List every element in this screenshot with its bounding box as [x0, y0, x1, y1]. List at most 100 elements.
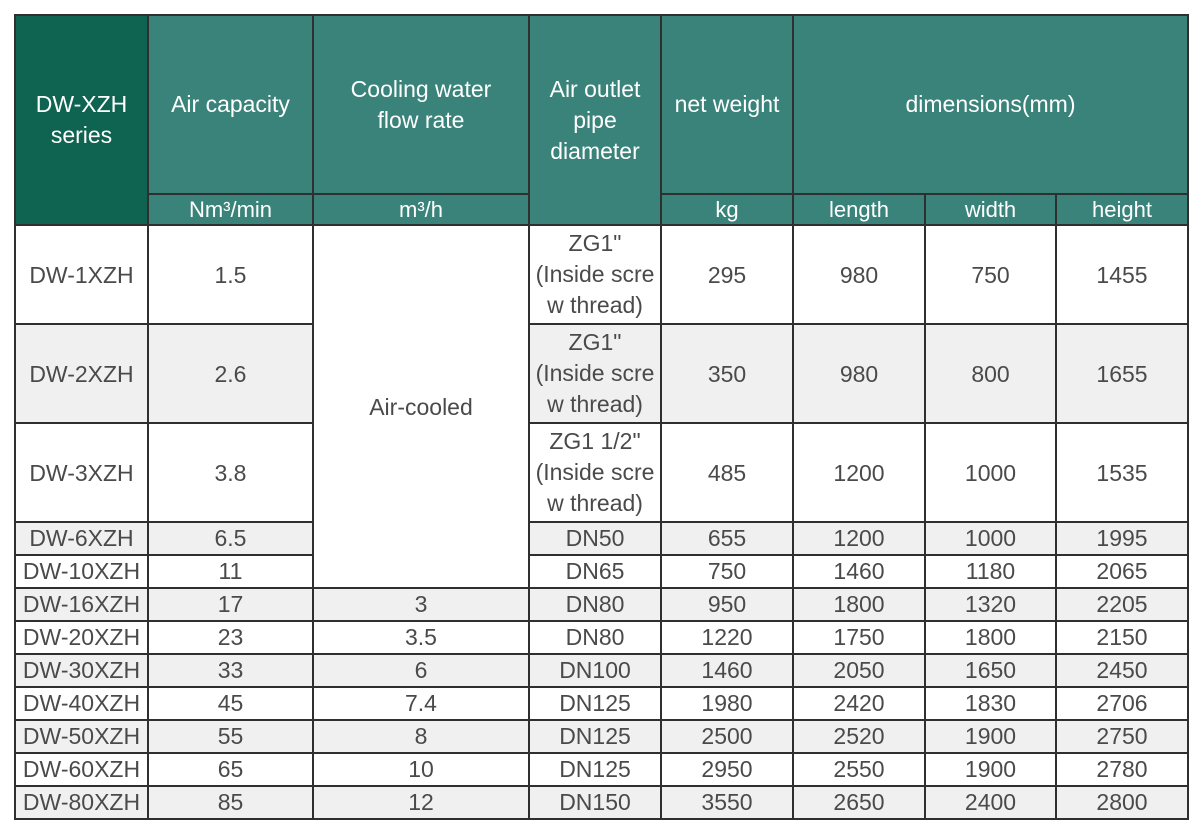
cell-weight: 3550: [660, 785, 794, 820]
cell-height: 2706: [1055, 686, 1189, 721]
cell-width: 1000: [924, 521, 1057, 556]
cell-weight: 2500: [660, 719, 794, 754]
cell-height: 1455: [1055, 224, 1189, 325]
cell-length: 2550: [792, 752, 926, 787]
table-row: DW-80XZH 85 12 DN150 3550 2650 2400 2800: [14, 785, 1189, 820]
cell-pipe: DN80: [528, 620, 662, 655]
cell-length: 980: [792, 323, 926, 424]
table-row: DW-6XZH 6.5 DN50 655 1200 1000 1995: [14, 521, 1189, 556]
cell-weight: 950: [660, 587, 794, 622]
header-air-capacity: Air capacity: [147, 14, 314, 195]
header-net-weight: net weight: [660, 14, 794, 195]
cell-length: 1460: [792, 554, 926, 589]
table-row: DW-40XZH 45 7.4 DN125 1980 2420 1830 270…: [14, 686, 1189, 721]
cell-cooling: 3: [312, 587, 530, 622]
cell-height: 1655: [1055, 323, 1189, 424]
cell-weight: 655: [660, 521, 794, 556]
cell-pipe: ZG1" (Inside scre w thread): [528, 224, 662, 325]
cell-model: DW-6XZH: [14, 521, 149, 556]
cell-width: 1900: [924, 719, 1057, 754]
header-net-weight-label: net weight: [674, 91, 780, 117]
cell-width: 800: [924, 323, 1057, 424]
cell-pipe: DN65: [528, 554, 662, 589]
cell-width: 1320: [924, 587, 1057, 622]
cell-capacity: 6.5: [147, 521, 314, 556]
cell-height: 2205: [1055, 587, 1189, 622]
cell-weight: 1220: [660, 620, 794, 655]
cell-height: 1535: [1055, 422, 1189, 523]
cell-pipe: DN125: [528, 752, 662, 787]
cell-length: 2050: [792, 653, 926, 688]
cell-length: 2420: [792, 686, 926, 721]
cell-height: 1995: [1055, 521, 1189, 556]
cell-cooling: 3.5: [312, 620, 530, 655]
cell-model: DW-30XZH: [14, 653, 149, 688]
table-row: DW-60XZH 65 10 DN125 2950 2550 1900 2780: [14, 752, 1189, 787]
cell-height: 2800: [1055, 785, 1189, 820]
cell-width: 750: [924, 224, 1057, 325]
cell-length: 2520: [792, 719, 926, 754]
cell-cooling: 7.4: [312, 686, 530, 721]
cell-width: 2400: [924, 785, 1057, 820]
spec-table-container: DW-XZH series Air capacity Cooling water…: [14, 14, 1189, 820]
unit-width: width: [924, 193, 1057, 226]
cell-length: 1800: [792, 587, 926, 622]
header-air-capacity-label: Air capacity: [171, 91, 290, 117]
cell-capacity: 33: [147, 653, 314, 688]
cell-capacity: 1.5: [147, 224, 314, 325]
cell-length: 1750: [792, 620, 926, 655]
table-row: DW-20XZH 23 3.5 DN80 1220 1750 1800 2150: [14, 620, 1189, 655]
cell-capacity: 45: [147, 686, 314, 721]
cell-pipe: DN125: [528, 686, 662, 721]
cell-width: 1000: [924, 422, 1057, 523]
cell-capacity: 17: [147, 587, 314, 622]
unit-cooling-water: m³/h: [312, 193, 530, 226]
cell-capacity: 11: [147, 554, 314, 589]
cell-air-cooled: Air-cooled: [312, 224, 530, 589]
table-row: DW-10XZH 11 DN65 750 1460 1180 2065: [14, 554, 1189, 589]
unit-height: height: [1055, 193, 1189, 226]
cell-length: 1200: [792, 521, 926, 556]
cell-cooling: 8: [312, 719, 530, 754]
cell-width: 1650: [924, 653, 1057, 688]
cell-capacity: 55: [147, 719, 314, 754]
cell-model: DW-40XZH: [14, 686, 149, 721]
cell-pipe: DN125: [528, 719, 662, 754]
cell-weight: 1980: [660, 686, 794, 721]
cell-width: 1830: [924, 686, 1057, 721]
table-row: DW-3XZH 3.8 ZG1 1/2" (Inside scre w thre…: [14, 422, 1189, 523]
table-row: DW-16XZH 17 3 DN80 950 1800 1320 2205: [14, 587, 1189, 622]
cell-model: DW-20XZH: [14, 620, 149, 655]
cell-length: 980: [792, 224, 926, 325]
cell-width: 1180: [924, 554, 1057, 589]
cell-cooling: 12: [312, 785, 530, 820]
cell-pipe: DN100: [528, 653, 662, 688]
cell-width: 1900: [924, 752, 1057, 787]
cell-weight: 2950: [660, 752, 794, 787]
cell-capacity: 65: [147, 752, 314, 787]
cell-height: 2150: [1055, 620, 1189, 655]
cell-weight: 295: [660, 224, 794, 325]
cell-height: 2065: [1055, 554, 1189, 589]
cell-model: DW-1XZH: [14, 224, 149, 325]
cell-weight: 485: [660, 422, 794, 523]
cell-weight: 350: [660, 323, 794, 424]
cell-pipe: ZG1 1/2" (Inside scre w thread): [528, 422, 662, 523]
cell-model: DW-80XZH: [14, 785, 149, 820]
header-cooling-water: Cooling water flow rate: [312, 14, 530, 195]
cell-capacity: 85: [147, 785, 314, 820]
cell-pipe: DN50: [528, 521, 662, 556]
header-dimensions-label: dimensions(mm): [905, 91, 1076, 117]
cell-weight: 750: [660, 554, 794, 589]
cell-length: 1200: [792, 422, 926, 523]
cell-height: 2780: [1055, 752, 1189, 787]
cell-model: DW-3XZH: [14, 422, 149, 523]
cell-model: DW-50XZH: [14, 719, 149, 754]
cell-width: 1800: [924, 620, 1057, 655]
header-series-label: DW-XZH series: [35, 91, 128, 148]
cell-capacity: 3.8: [147, 422, 314, 523]
cell-capacity: 2.6: [147, 323, 314, 424]
header-dimensions: dimensions(mm): [792, 14, 1189, 195]
cell-pipe: ZG1" (Inside scre w thread): [528, 323, 662, 424]
unit-net-weight: kg: [660, 193, 794, 226]
